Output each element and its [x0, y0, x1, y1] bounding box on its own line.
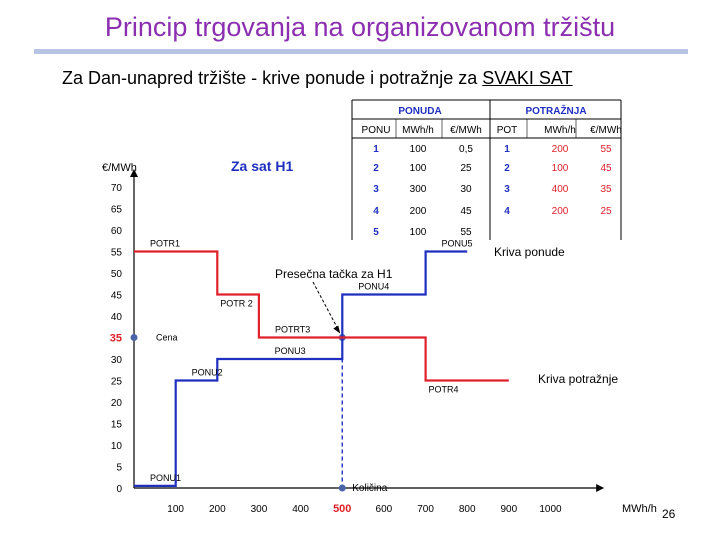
y-tick-label: 25 — [111, 377, 123, 388]
y-tick-label: 0 — [116, 484, 122, 495]
step-label: PONU2 — [192, 368, 223, 378]
y-axis-label: €/MWh — [102, 162, 137, 174]
demand-table-cell: 4 — [504, 206, 510, 217]
demand-table-cell: 3 — [504, 184, 510, 195]
demand-table-cell: 35 — [600, 184, 612, 195]
title-underline — [34, 49, 688, 54]
chart-labels: PONU1 PONU2 PONU3 PONU4 PONU5 POTR1 POTR 2 POTR… — [150, 239, 473, 483]
demand-table-cell: 55 — [600, 144, 612, 155]
y-tick-label: 60 — [111, 226, 123, 237]
y-tick-label: 10 — [111, 441, 123, 452]
chart-axes: 0510152025303540455055606570100200300400… — [102, 158, 657, 515]
intersection-arrow-head — [333, 325, 341, 334]
quantity-marker-label: Količina — [352, 483, 387, 494]
supply-table-cell: 1 — [373, 144, 379, 155]
x-tick-label: 600 — [376, 504, 393, 515]
x-axis-arrow — [596, 484, 605, 492]
x-tick-label: 700 — [417, 504, 434, 515]
supply-table-column-header: €/MWh — [450, 125, 482, 136]
y-tick-label: 15 — [111, 420, 123, 431]
demand-table-cell: 1 — [504, 144, 510, 155]
demand-table-cell: 200 — [552, 144, 569, 155]
y-axis-arrow — [130, 169, 138, 177]
x-tick-label: 900 — [501, 504, 518, 515]
y-tick-label: 45 — [111, 291, 123, 302]
supply-table-cell: 100 — [410, 227, 427, 238]
y-tick-label: 65 — [111, 205, 123, 216]
slide-subtitle: Za Dan-unapred tržište - krive ponude i … — [62, 68, 573, 89]
supply-curve — [134, 250, 468, 487]
x-tick-label: 200 — [209, 504, 226, 515]
supply-table-column-header: PONU — [362, 125, 391, 136]
x-highlight-mask — [325, 500, 360, 515]
x-tick-label: 1000 — [539, 504, 562, 515]
step-label: PONU1 — [150, 473, 181, 483]
price-marker-label: Cena — [156, 333, 178, 343]
y-tick-label: 40 — [111, 312, 123, 323]
quantity-marker-dot — [338, 484, 346, 492]
y-highlight-label: 35 — [110, 333, 122, 345]
x-axis-label: MWh/h — [622, 503, 657, 515]
demand-table-cell: 25 — [600, 206, 612, 217]
supply-table-cell: 3 — [373, 184, 379, 195]
supply-table-cell: 0,5 — [459, 144, 473, 155]
x-tick-label: 100 — [167, 504, 184, 515]
y-highlight-mask — [108, 329, 124, 345]
subtitle-emphasis: SVAKI SAT — [482, 68, 573, 88]
y-tick-label: 20 — [111, 398, 123, 409]
step-label: POTRT3 — [275, 325, 310, 335]
demand-table-cell: 45 — [600, 163, 612, 174]
step-label: POTR4 — [429, 385, 459, 395]
demand-curve-label: Kriva potražnje — [538, 372, 618, 386]
supply-table-group-label: PONUDA — [398, 106, 441, 117]
chart-curves: Kriva ponude Kriva potražnje — [134, 245, 618, 487]
supply-table-cell: 100 — [410, 163, 427, 174]
x-tick-label: 400 — [292, 504, 309, 515]
demand-table-cell: 2 — [504, 163, 510, 174]
chart-title: Za sat H1 — [231, 158, 293, 174]
intersection-arrow-line — [312, 281, 340, 332]
step-label: PONU3 — [275, 346, 306, 356]
supply-table-cell: 30 — [460, 184, 472, 195]
supply-table-column-header: MWh/h — [402, 125, 434, 136]
demand-curve — [134, 250, 509, 382]
supply-table-cell: 5 — [373, 227, 379, 238]
y-tick-label: 50 — [111, 269, 123, 280]
supply-curve-label: Kriva ponude — [494, 245, 565, 259]
y-tick-label: 30 — [111, 355, 123, 366]
demand-table-cell: 200 — [552, 206, 569, 217]
step-label: POTR1 — [150, 239, 180, 249]
supply-table-cell: 2 — [373, 163, 379, 174]
slide-title: Princip trgovanja na organizovanom tržiš… — [104, 12, 616, 42]
supply-table-cell: 200 — [410, 206, 427, 217]
supply-table-cell: 4 — [373, 206, 379, 217]
y-tick-label: 5 — [116, 463, 122, 474]
supply-table-cell: 25 — [460, 163, 472, 174]
supply-table-cell: 45 — [460, 206, 472, 217]
supply-table-cell: 55 — [460, 227, 472, 238]
demand-table-cell: 400 — [552, 184, 569, 195]
demand-table-cell: 100 — [552, 163, 569, 174]
demand-table-column-header: €/MWh — [590, 125, 622, 136]
supply-table-cell: 100 — [410, 144, 427, 155]
x-tick-label: 300 — [251, 504, 268, 515]
step-label: PONU5 — [442, 239, 473, 249]
demand-table-column-header: MWh/h — [544, 125, 576, 136]
supply-table-cell: 300 — [410, 184, 427, 195]
step-label: POTR 2 — [220, 299, 253, 309]
x-tick-label: 800 — [459, 504, 476, 515]
page-number: 26 — [662, 507, 676, 521]
x-highlight-label: 500 — [333, 503, 351, 515]
y-tick-label: 70 — [111, 183, 123, 194]
demand-table-group-label: POTRAŽNJA — [525, 104, 586, 117]
step-label: PONU4 — [358, 282, 389, 292]
intersection-label: Presečna tačka za H1 — [275, 267, 393, 281]
y-tick-label: 55 — [111, 248, 123, 259]
demand-table-column-header: POT — [497, 125, 518, 136]
subtitle-text: Za Dan-unapred tržište - krive ponude i … — [62, 68, 483, 88]
price-marker-dot — [130, 334, 138, 341]
